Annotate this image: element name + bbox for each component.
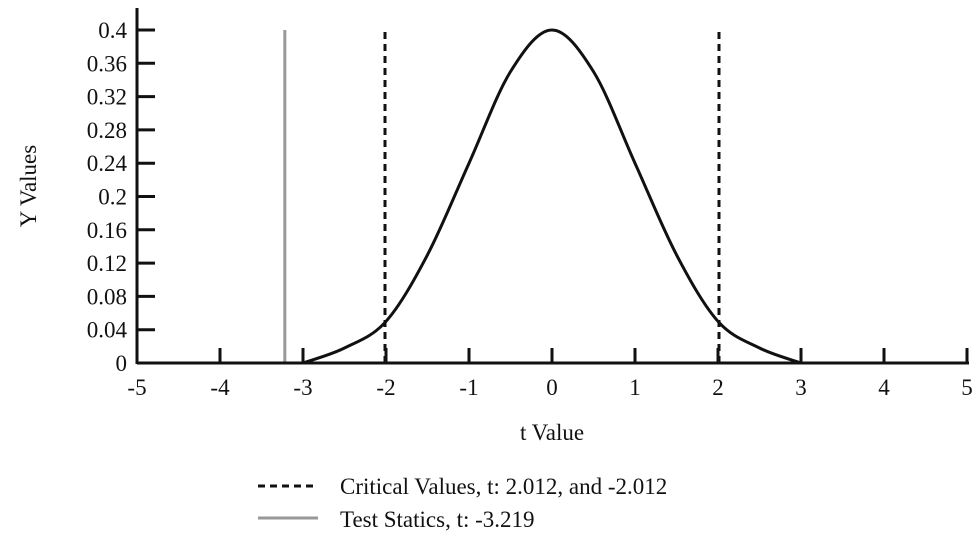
x-tick-label: 4 [878,375,890,400]
x-tick-label: -3 [293,375,312,400]
y-tick-label: 0.2 [98,185,127,210]
axes: -5 -4 -3 -2 -1 0 1 2 3 4 5 0 0.04 0.08 0.12 0.16 0.2 0.24… [87,8,973,400]
x-tick-label: -1 [459,375,478,400]
x-tick-label: 3 [795,375,807,400]
y-tick-label: 0.32 [87,85,127,110]
x-tick-label: -4 [210,375,230,400]
y-tick-label: 0.16 [87,218,127,243]
y-tick-label: 0.36 [87,51,127,76]
x-tick-label: 0 [546,375,558,400]
x-tick-label: 5 [961,375,973,400]
y-tick-label: 0 [116,351,128,376]
t-distribution-curve [302,28,802,365]
y-tick-label: 0.24 [87,151,128,176]
plot-area [283,28,802,365]
y-tick-label: 0.12 [87,251,127,276]
x-tick-label: -5 [127,375,146,400]
x-tick-label: 1 [629,375,641,400]
y-tick-label: 0.28 [87,118,127,143]
x-axis-title: t Value [520,420,584,445]
legend: Critical Values, t: 2.012, and -2.012 Te… [258,474,667,532]
legend-label-critical-values: Critical Values, t: 2.012, and -2.012 [340,474,667,499]
y-tick-label: 0.04 [87,318,128,343]
legend-label-test-statistic: Test Statics, t: -3.219 [340,507,535,532]
x-tick-label: 2 [712,375,724,400]
y-axis-title: Y Values [16,145,41,227]
x-tick-label: -2 [376,375,395,400]
y-tick-label: 0.4 [98,18,127,43]
y-tick-label: 0.08 [87,284,127,309]
